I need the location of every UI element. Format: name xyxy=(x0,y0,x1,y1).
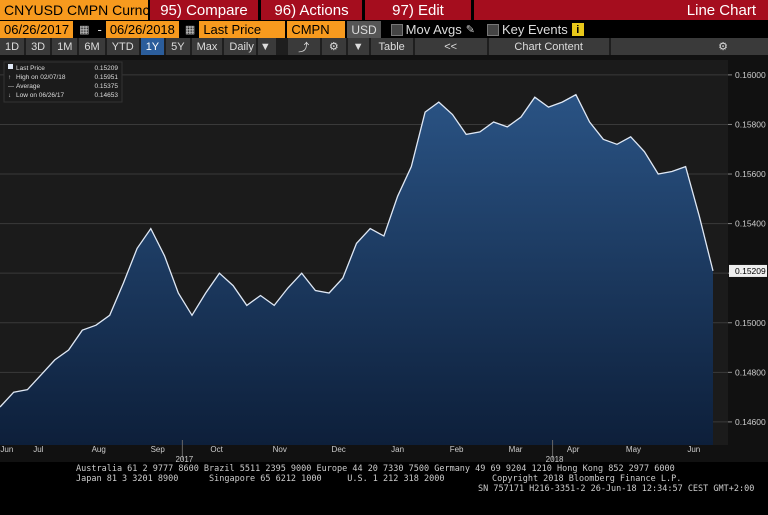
legend-marker: ↑ xyxy=(8,75,11,81)
chart-icon[interactable]: ⤴ xyxy=(287,38,320,55)
settings-bar: 06/26/2017 ▦ - 06/26/2018 ▦ Last Price C… xyxy=(0,21,768,38)
footer-contacts: Australia 61 2 9777 8600 Brazil 5511 239… xyxy=(76,464,675,474)
footer: Australia 61 2 9777 8600 Brazil 5511 239… xyxy=(0,462,768,495)
compare-button[interactable]: 95) Compare xyxy=(150,0,258,20)
pencil-icon[interactable]: ✎ xyxy=(465,24,475,36)
footer-contacts: Japan 81 3 3201 8900 Singapore 65 6212 1… xyxy=(76,474,445,484)
currency-field[interactable]: USD xyxy=(347,21,381,38)
legend-marker: ↓ xyxy=(8,93,11,99)
key-events-label: Key Events xyxy=(502,22,568,37)
x-tick-label: Aug xyxy=(92,445,106,454)
date-separator: - xyxy=(97,22,102,37)
x-tick-label: Jan xyxy=(391,445,404,454)
area-fill xyxy=(0,94,713,445)
top-bar: CNYUSD CMPN Curnc 95) Compare 96) Action… xyxy=(0,0,768,20)
dropdown-arrow[interactable]: ▼ xyxy=(347,38,369,55)
source-field[interactable]: CMPN xyxy=(287,21,346,38)
legend-marker: — xyxy=(8,84,14,90)
legend-label: Last Price xyxy=(16,65,45,72)
checkbox[interactable] xyxy=(487,23,499,36)
y-tick-label: 0.15600 xyxy=(735,169,766,179)
end-date[interactable]: 06/26/2018 xyxy=(105,21,179,38)
x-tick-label: Oct xyxy=(210,445,223,454)
y-tick-label: 0.15400 xyxy=(735,219,766,229)
period-button[interactable]: YTD xyxy=(106,38,139,55)
legend-value: 0.15209 xyxy=(95,65,119,72)
period-bar: 1D 3D 1M 6M YTD 1Y 5Y Max Daily ▼ ⤴ ⚙ ▼ Table << Chart … xyxy=(0,38,768,55)
start-date[interactable]: 06/26/2017 xyxy=(0,21,74,38)
period-button[interactable]: 5Y xyxy=(166,38,190,55)
chart-content-button[interactable]: Chart Content xyxy=(488,38,609,55)
legend-label: Low on 06/26/17 xyxy=(16,92,64,99)
y-tick-label: 0.16000 xyxy=(735,70,766,80)
period-button[interactable]: Max xyxy=(191,38,223,55)
info-button[interactable]: i xyxy=(571,23,584,36)
x-tick-label: Sep xyxy=(151,445,166,454)
calendar-icon[interactable]: ▦ xyxy=(79,24,90,36)
x-tick-label: Nov xyxy=(273,445,287,454)
last-price-box xyxy=(729,264,767,277)
x-tick-label: Apr xyxy=(567,445,580,454)
footer-session: SN 757171 H216-3351-2 26-Jun-18 12:34:57… xyxy=(478,484,755,494)
legend: Last Price 0.15209 ↑ High on 02/07/18 0.1595… xyxy=(3,61,123,103)
period-button[interactable]: 6M xyxy=(79,38,105,55)
year-label: 2018 xyxy=(546,455,564,462)
edit-button[interactable]: 97) Edit xyxy=(365,0,471,20)
legend-label: Average xyxy=(16,83,40,90)
y-tick-label: 0.14600 xyxy=(735,417,766,427)
period-button[interactable]: 1Y xyxy=(140,38,165,55)
legend-value: 0.14653 xyxy=(95,92,119,99)
table-button[interactable]: Table xyxy=(370,38,413,55)
legend-swatch xyxy=(8,64,13,69)
x-tick-label: Jul xyxy=(33,445,43,454)
chart-type[interactable]: Line Chart xyxy=(474,0,768,20)
period-button[interactable]: 1M xyxy=(52,38,78,55)
dropdown-arrow[interactable]: ▼ xyxy=(257,38,276,55)
frequency-dropdown[interactable]: Daily xyxy=(224,38,256,55)
year-label: 2017 xyxy=(175,455,193,462)
x-tick-label: Mar xyxy=(509,445,523,454)
price-line xyxy=(0,93,714,408)
period-button[interactable]: 1D xyxy=(0,38,25,55)
x-tick-label: Dec xyxy=(332,445,346,454)
mov-avgs-label: Mov Avgs xyxy=(405,22,462,37)
x-tick-label: Jun xyxy=(687,445,700,454)
legend-value: 0.15951 xyxy=(95,74,119,81)
back-button[interactable]: << xyxy=(414,38,487,55)
gear-button[interactable]: ⚙ xyxy=(610,38,768,55)
y-tick-label: 0.15000 xyxy=(735,318,766,328)
checkbox[interactable] xyxy=(390,23,403,36)
field-dropdown[interactable]: Last Price xyxy=(199,21,286,38)
settings-icon[interactable]: ⚙ xyxy=(321,38,346,55)
calendar-icon[interactable]: ▦ xyxy=(184,24,196,36)
footer-copyright: Copyright 2018 Bloomberg Finance L.P. xyxy=(492,474,682,484)
legend-box xyxy=(3,61,123,103)
x-tick-label: May xyxy=(626,445,641,454)
period-button[interactable]: 3D xyxy=(26,38,51,55)
x-tick-label: Feb xyxy=(450,445,464,454)
y-tick-label: 0.14800 xyxy=(735,367,766,377)
chart: 0.146000.148000.150000.152000.154000.156… xyxy=(0,55,768,462)
x-tick-label: Jun xyxy=(0,445,13,454)
y-tick-label: 0.15800 xyxy=(735,119,766,129)
last-price-label: 0.15209 xyxy=(735,266,766,276)
legend-label: High on 02/07/18 xyxy=(16,74,66,81)
legend-value: 0.15375 xyxy=(95,83,119,90)
security-field[interactable]: CNYUSD CMPN Curnc xyxy=(0,0,149,20)
actions-button[interactable]: 96) Actions xyxy=(261,0,362,20)
